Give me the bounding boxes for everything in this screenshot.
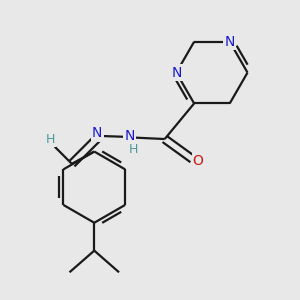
Text: H: H <box>129 143 138 156</box>
Text: N: N <box>92 127 102 140</box>
Text: O: O <box>193 154 204 168</box>
Text: N: N <box>224 35 235 49</box>
Text: N: N <box>124 129 135 143</box>
Text: N: N <box>171 66 181 80</box>
Text: H: H <box>46 134 55 146</box>
